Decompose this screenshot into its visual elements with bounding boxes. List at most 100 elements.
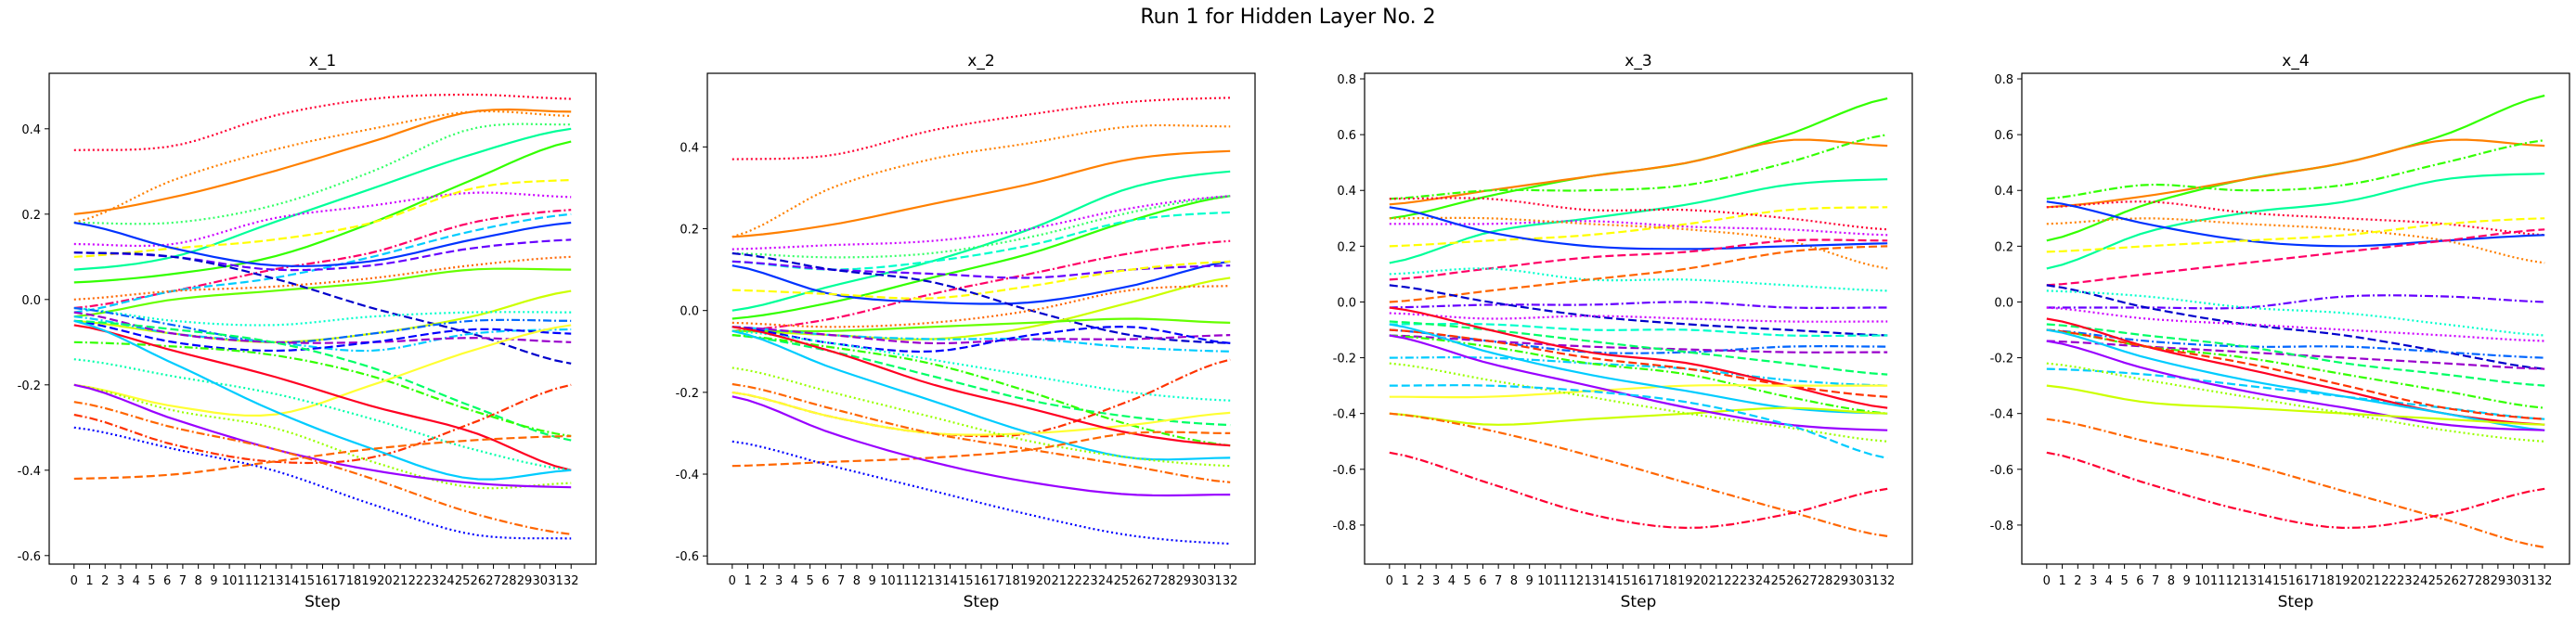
x-tick-label: 21 <box>393 574 408 588</box>
x-tick-label: 2 <box>759 574 767 588</box>
x-tick-label: 15 <box>2272 574 2288 588</box>
x-tick-label: 7 <box>2152 574 2159 588</box>
series-line-12 <box>1389 245 1888 303</box>
series-line-33 <box>73 426 572 540</box>
series-line-10 <box>731 260 1231 305</box>
series-line-24 <box>73 341 572 438</box>
x-tick-label: 27 <box>485 574 501 588</box>
x-tick-label: 25 <box>2428 574 2444 588</box>
x-tick-label: 10 <box>1537 574 1553 588</box>
series-line-13 <box>1389 301 1888 309</box>
x-tick-label: 26 <box>471 574 486 588</box>
series-line-23 <box>73 383 572 465</box>
series-line-32 <box>73 401 572 535</box>
y-tick-label: -0.4 <box>1990 408 2013 422</box>
series-line-21 <box>2046 328 2545 431</box>
series-line-17 <box>73 306 572 327</box>
series-line-2 <box>1389 138 1888 206</box>
x-tick-label: 6 <box>1479 574 1486 588</box>
series-line-25 <box>2046 418 2545 549</box>
series-line-31 <box>73 383 572 489</box>
series-line-4 <box>73 122 572 225</box>
x-tick-label: 25 <box>455 574 471 588</box>
x-tick-label: 18 <box>1662 574 1677 588</box>
x-tick-label: 31 <box>1207 574 1223 588</box>
x-tick-label: 1 <box>85 574 93 588</box>
series-line-9 <box>731 239 1231 332</box>
axes-frame <box>2021 72 2570 565</box>
x-tick-label: 25 <box>1771 574 1787 588</box>
x-tick-label: 15 <box>299 574 315 588</box>
series-line-31 <box>731 440 1231 546</box>
x-tick-label: 13 <box>268 574 284 588</box>
figure-title: Run 1 for Hidden Layer No. 2 <box>1140 6 1436 29</box>
y-tick-label: -0.4 <box>676 469 699 482</box>
x-tick-label: 19 <box>361 574 377 588</box>
series-line-15 <box>731 285 1231 328</box>
x-tick-label: 23 <box>423 574 439 588</box>
series-line-12 <box>731 260 1231 300</box>
x-tick-label: 23 <box>1740 574 1755 588</box>
x-tick-label: 19 <box>1677 574 1693 588</box>
x-tick-label: 28 <box>501 574 517 588</box>
series-line-12 <box>2046 306 2545 342</box>
series-line-13 <box>73 255 572 301</box>
series-line-14 <box>1389 284 1888 337</box>
y-tick-label: 0.2 <box>21 209 41 223</box>
x-tick-label: 26 <box>1786 574 1802 588</box>
series-line-8 <box>2046 217 2545 253</box>
x-tick-label: 10 <box>222 574 238 588</box>
x-tick-label: 17 <box>330 574 346 588</box>
x-tick-label: 15 <box>958 574 974 588</box>
series-line-29 <box>73 383 572 490</box>
series-line-17 <box>1389 328 1888 354</box>
x-tick-label: 21 <box>1709 574 1725 588</box>
y-tick-label: 0.6 <box>1994 129 2013 143</box>
y-tick-label: 0.6 <box>1337 129 1356 143</box>
x-tick-label: 32 <box>563 574 579 588</box>
series-line-14 <box>73 267 572 318</box>
y-tick-label: 0.0 <box>21 294 41 308</box>
x-tick-label: 23 <box>1082 574 1098 588</box>
x-tick-label: 28 <box>1160 574 1176 588</box>
series-line-26 <box>73 324 572 471</box>
series-line-5 <box>73 127 572 271</box>
x-tick-label: 27 <box>1145 574 1160 588</box>
x-tick-label: 31 <box>548 574 563 588</box>
series-line-19 <box>1389 320 1888 376</box>
series-line-16 <box>2046 323 2545 387</box>
series-line-24 <box>1389 384 1888 399</box>
x-tick-label: 4 <box>1448 574 1456 588</box>
x-tick-label: 0 <box>71 574 78 588</box>
x-tick-label: 15 <box>1615 574 1631 588</box>
y-tick-label: -0.2 <box>18 379 41 393</box>
x-tick-label: 6 <box>2136 574 2143 588</box>
x-tick-label: 11 <box>2210 574 2226 588</box>
x-tick-label: 11 <box>1553 574 1569 588</box>
x-tick-label: 10 <box>880 574 896 588</box>
x-tick-label: 30 <box>1191 574 1207 588</box>
y-tick-label: 0.4 <box>680 141 699 155</box>
subplot-1: 0 1 2 3 4 5 6 7 8 9 10 11 12 13 14 15 16 17 18 19 20 21 22 23 24… <box>18 52 597 611</box>
y-tick-label: -0.4 <box>1333 408 1356 422</box>
x-tick-label: 29 <box>1833 574 1849 588</box>
x-tick-label: 16 <box>974 574 990 588</box>
series-line-13 <box>2046 289 2545 337</box>
x-tick-label: 10 <box>2194 574 2210 588</box>
subplot-title: x_1 <box>309 52 336 71</box>
series-line-28 <box>73 319 572 481</box>
x-tick-label: 20 <box>377 574 393 588</box>
y-tick-label: 0.4 <box>21 123 41 137</box>
series-line-16 <box>731 317 1231 333</box>
x-tick-label: 24 <box>1755 574 1771 588</box>
x-tick-label: 20 <box>1693 574 1709 588</box>
series-line-18 <box>731 326 1231 345</box>
x-tick-label: 7 <box>1495 574 1502 588</box>
x-tick-label: 20 <box>2350 574 2366 588</box>
series-line-9 <box>1389 206 1888 251</box>
series-line-30 <box>1389 412 1888 537</box>
x-tick-label: 2 <box>1417 574 1424 588</box>
series-line-15 <box>1389 312 1888 323</box>
x-tick-label: 29 <box>1176 574 1192 588</box>
series-line-11 <box>73 221 572 267</box>
